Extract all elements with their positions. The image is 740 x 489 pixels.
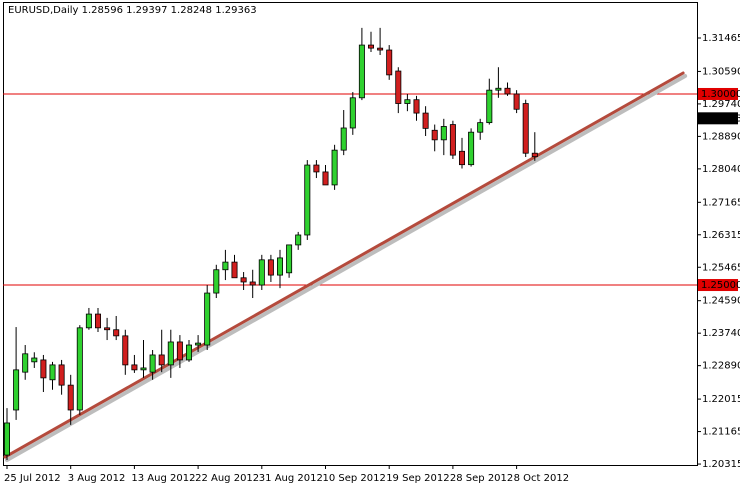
candle-body bbox=[495, 87, 502, 91]
candle-body bbox=[531, 152, 538, 158]
price-label-box bbox=[698, 279, 738, 292]
candle-body bbox=[477, 122, 484, 133]
candle-body bbox=[468, 131, 475, 166]
candle-body bbox=[149, 354, 156, 373]
y-tick-label: 1.21165 bbox=[702, 427, 740, 438]
candle-body bbox=[40, 359, 47, 379]
x-tick-label: 28 Sep 2012 bbox=[450, 473, 513, 484]
candle-body bbox=[367, 44, 374, 49]
x-tick-label: 13 Aug 2012 bbox=[131, 473, 195, 484]
candle-body bbox=[304, 164, 311, 236]
x-tick-label: 19 Sep 2012 bbox=[386, 473, 449, 484]
y-tick-label: 1.22890 bbox=[702, 361, 740, 372]
y-tick-label: 1.22015 bbox=[702, 394, 740, 405]
chart-title: EURUSD,Daily 1.28596 1.29397 1.28248 1.2… bbox=[8, 5, 257, 16]
candle-body bbox=[67, 384, 74, 411]
price-label: 1.25000 bbox=[701, 280, 740, 291]
y-tick-label: 1.30590 bbox=[702, 66, 740, 77]
candle-body bbox=[113, 329, 120, 337]
candle-body bbox=[440, 126, 447, 141]
y-tick-label: 1.23740 bbox=[702, 328, 740, 339]
candle-body bbox=[204, 292, 211, 346]
candle-body bbox=[458, 150, 465, 166]
plot-frame bbox=[3, 2, 698, 466]
candle-body bbox=[31, 357, 38, 363]
candle-body bbox=[195, 342, 202, 346]
candle-body bbox=[395, 70, 402, 104]
last-price-label: 1.29363 bbox=[701, 113, 740, 124]
price-label: 1.30000 bbox=[701, 89, 740, 100]
x-tick-label: 3 Aug 2012 bbox=[68, 473, 126, 484]
y-tick-label: 1.24590 bbox=[702, 296, 740, 307]
trendline-shadow bbox=[4, 74, 688, 463]
y-tick-label: 1.25465 bbox=[702, 262, 740, 273]
candle-body bbox=[140, 367, 147, 371]
candle-body bbox=[85, 313, 92, 329]
candle-body bbox=[522, 103, 529, 154]
x-tick-label: 25 Jul 2012 bbox=[4, 473, 61, 484]
candle-body bbox=[95, 313, 102, 329]
candle-body bbox=[449, 124, 456, 156]
x-tick-label: 10 Sep 2012 bbox=[323, 473, 386, 484]
x-tick-label: 22 Aug 2012 bbox=[195, 473, 259, 484]
candle-body bbox=[231, 261, 238, 279]
candle-body bbox=[4, 422, 10, 456]
candle-body bbox=[13, 369, 20, 411]
y-tick-label: 1.27165 bbox=[702, 197, 740, 208]
candle-body bbox=[377, 47, 384, 51]
candle-body bbox=[504, 87, 511, 95]
candle-body bbox=[286, 244, 293, 274]
y-tick-label: 1.20315 bbox=[702, 459, 740, 470]
candle-body bbox=[276, 257, 283, 276]
y-tick-label: 1.31465 bbox=[702, 33, 740, 44]
candle-body bbox=[58, 364, 65, 386]
candle-body bbox=[431, 129, 438, 141]
candle-body bbox=[404, 99, 411, 104]
candle-body bbox=[258, 259, 265, 286]
candle-body bbox=[486, 89, 493, 124]
candle-body bbox=[349, 97, 356, 129]
candle-body bbox=[176, 341, 183, 361]
candle-body bbox=[167, 341, 174, 366]
candle-body bbox=[358, 44, 365, 99]
candle-body bbox=[122, 335, 129, 366]
candle-body bbox=[413, 99, 420, 114]
candle-body bbox=[76, 327, 83, 411]
candle-body bbox=[331, 149, 338, 186]
trendline bbox=[3, 71, 685, 459]
candle-body bbox=[313, 164, 320, 173]
candle-body bbox=[22, 353, 29, 373]
candle-body bbox=[422, 112, 429, 129]
candle-body bbox=[222, 261, 229, 271]
candle-body bbox=[295, 234, 302, 246]
candle-body bbox=[213, 269, 220, 294]
candle-body bbox=[322, 171, 329, 186]
y-tick-label: 1.29740 bbox=[702, 99, 740, 110]
candle-body bbox=[49, 364, 56, 381]
y-tick-label: 1.28890 bbox=[702, 131, 740, 142]
candle-body bbox=[249, 281, 256, 286]
candle-body bbox=[185, 344, 192, 361]
candle-body bbox=[340, 127, 347, 151]
y-tick-label: 1.26315 bbox=[702, 230, 740, 241]
candle-body bbox=[131, 364, 138, 371]
candle-body bbox=[104, 327, 111, 331]
candle-body bbox=[158, 354, 165, 366]
price-label-box bbox=[698, 87, 738, 100]
x-tick-label: 31 Aug 2012 bbox=[259, 473, 323, 484]
candle-body bbox=[267, 259, 274, 276]
y-tick-label: 1.28040 bbox=[702, 164, 740, 175]
x-tick-label: 8 Oct 2012 bbox=[514, 473, 569, 484]
candle-body bbox=[240, 277, 247, 283]
candle-body bbox=[386, 49, 393, 76]
candle-body bbox=[513, 93, 520, 110]
last-price-box bbox=[698, 112, 738, 125]
